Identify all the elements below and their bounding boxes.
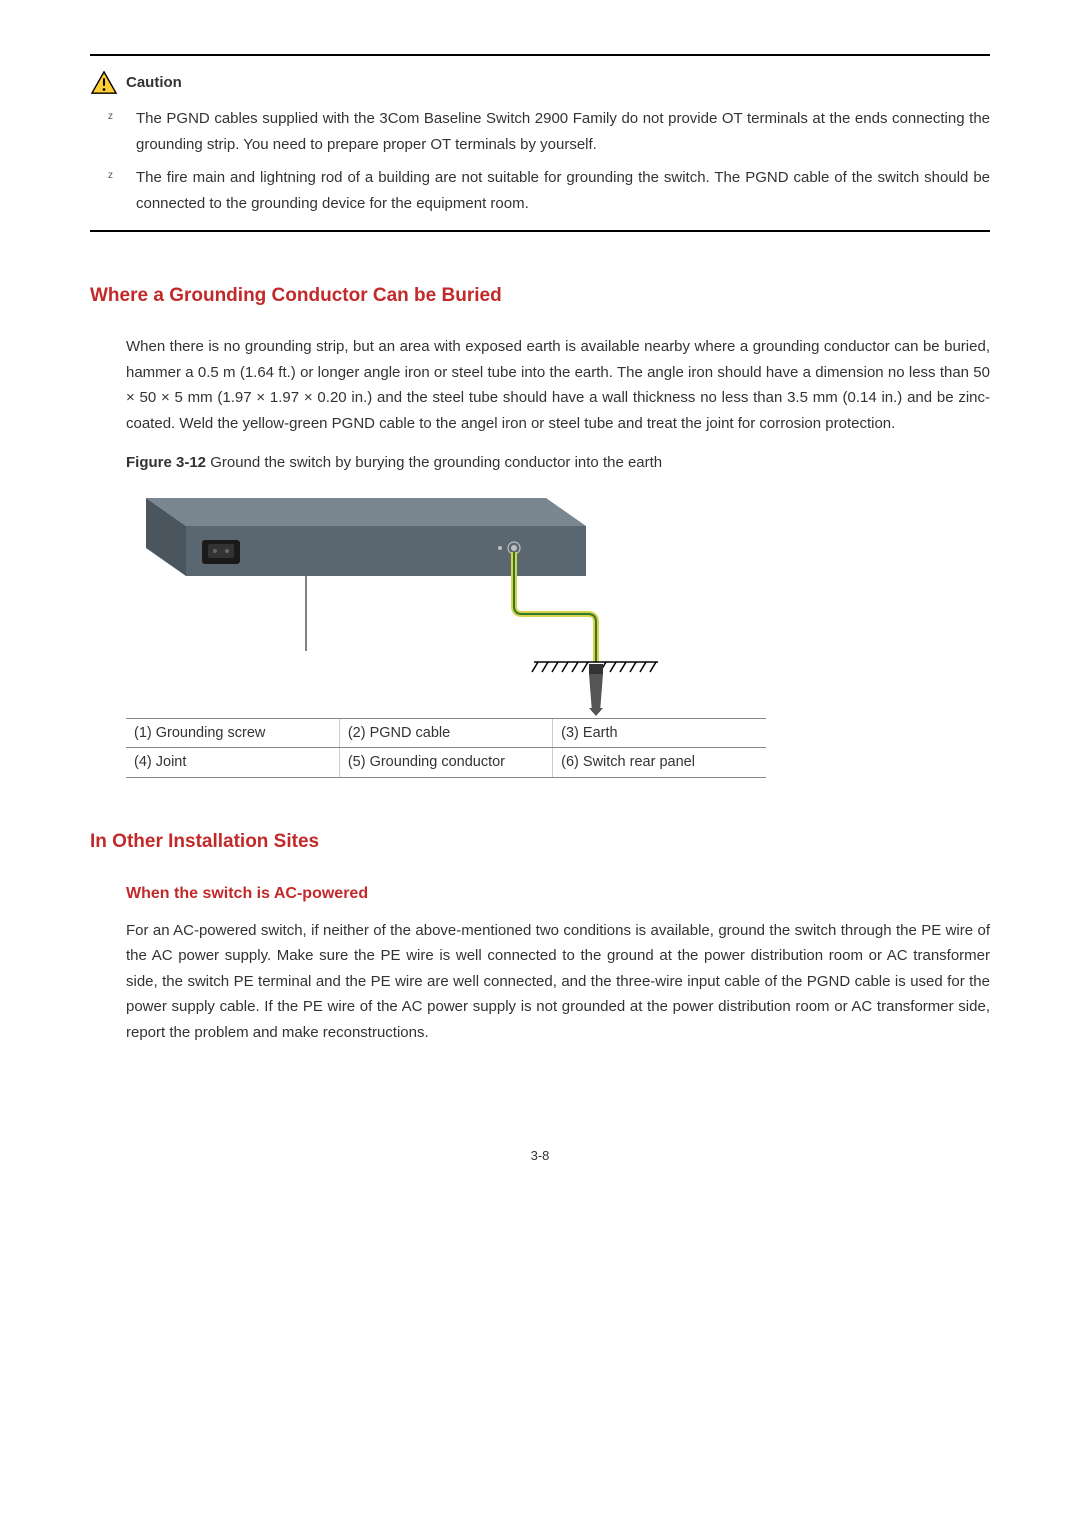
top-rule — [90, 54, 990, 56]
legend-cell: (2) PGND cable — [339, 718, 552, 748]
list-item: The fire main and lightning rod of a bui… — [136, 165, 990, 216]
caution-label: Caution — [126, 70, 182, 96]
section1-paragraph: When there is no grounding strip, but an… — [126, 334, 990, 436]
caution-header: Caution — [90, 70, 990, 96]
table-row: (4) Joint (5) Grounding conductor (6) Sw… — [126, 748, 766, 778]
subsection-heading-ac: When the switch is AC-powered — [126, 880, 990, 907]
caution-bottom-rule — [90, 230, 990, 232]
figure-caption-text: Ground the switch by burying the groundi… — [206, 454, 662, 471]
figure-block: (1) Grounding screw (2) PGND cable (3) E… — [126, 486, 766, 778]
figure-caption: Figure 3-12 Ground the switch by burying… — [126, 450, 990, 476]
table-row: (1) Grounding screw (2) PGND cable (3) E… — [126, 718, 766, 748]
caution-icon — [90, 70, 118, 96]
figure-legend-table: (1) Grounding screw (2) PGND cable (3) E… — [126, 718, 766, 778]
page-number: 3-8 — [90, 1145, 990, 1167]
figure-label: Figure 3-12 — [126, 454, 206, 471]
legend-cell: (5) Grounding conductor — [339, 748, 552, 778]
section-heading-other: In Other Installation Sites — [90, 826, 990, 858]
legend-cell: (1) Grounding screw — [126, 718, 339, 748]
section2-paragraph: For an AC-powered switch, if neither of … — [126, 918, 990, 1046]
section-heading-buried: Where a Grounding Conductor Can be Burie… — [90, 280, 990, 312]
grounding-figure — [126, 486, 666, 716]
legend-cell: (3) Earth — [553, 718, 766, 748]
legend-cell: (6) Switch rear panel — [553, 748, 766, 778]
caution-list: The PGND cables supplied with the 3Com B… — [90, 106, 990, 216]
legend-cell: (4) Joint — [126, 748, 339, 778]
list-item: The PGND cables supplied with the 3Com B… — [136, 106, 990, 157]
